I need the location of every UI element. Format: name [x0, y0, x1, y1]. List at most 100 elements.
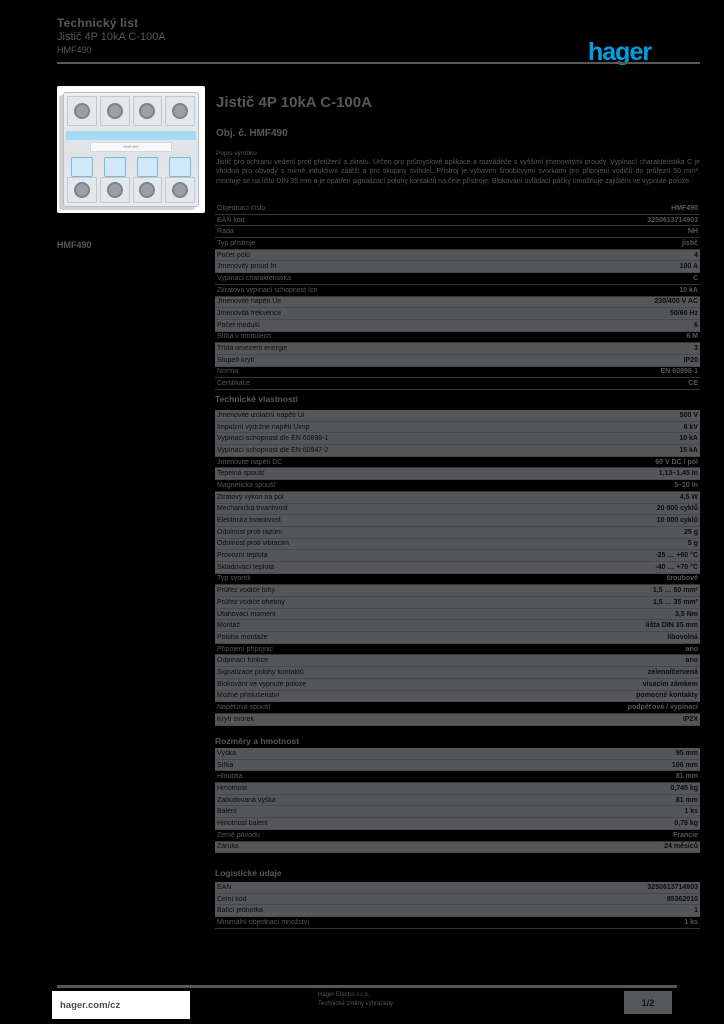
spec-value: jistič: [682, 239, 698, 247]
mcb-toggle-lever: [71, 157, 93, 177]
footer-company: Hager Electro s.r.o.: [318, 992, 370, 998]
spec-row: Elektrická trvanlivost 10 000 cyklů: [215, 515, 700, 527]
spec-label: Připojení přípojnic: [217, 645, 274, 653]
header-line1: Technický list: [57, 16, 139, 30]
spec-table-general: Objednací číslo HMF490 EAN kód 325061371490…: [215, 203, 700, 390]
spec-value: podpěťová / vypínací: [627, 704, 698, 712]
spec-label: Průřez vodiče tuhý: [217, 587, 275, 595]
spec-value: 10 kA: [679, 286, 698, 294]
spec-value: lišta DIN 35 mm: [645, 622, 698, 630]
spec-value: 3250613714903: [647, 883, 698, 891]
spec-label: Impulzní výdržné napětí Uimp: [217, 423, 310, 431]
mcb-label-strip: HMF490: [90, 142, 172, 152]
footer-website-link[interactable]: hager.com/cz: [60, 999, 121, 1011]
spec-row: Hmotnost 0,745 kg: [215, 783, 700, 795]
spec-row: Mechanická trvanlivost 20 000 cyklů: [215, 503, 700, 516]
spec-row: Zkratová vypínací schopnost Icn 10 kA: [215, 285, 700, 297]
spec-row: Provozní teplota -25 … +60 °C: [215, 550, 700, 562]
spec-value: 100 A: [679, 263, 698, 271]
spec-label: Napěťová spoušť: [217, 704, 271, 712]
product-image: HMF490: [57, 86, 205, 213]
spec-value: 50/60 Hz: [669, 310, 698, 318]
spec-label: Typ přístroje: [217, 239, 256, 247]
spec-value: 1: [694, 907, 698, 915]
spec-row: Minimální objednací množství 1 ks: [215, 917, 700, 929]
terminal-screw-icon: [67, 96, 97, 126]
spec-label: Celní kód: [217, 895, 247, 903]
spec-row: Průřez vodiče tuhý 1,5 … 50 mm²: [215, 585, 700, 597]
spec-row: EAN 3250613714903: [215, 882, 700, 894]
spec-value: šroubové: [666, 575, 698, 583]
spec-label: EAN kód: [217, 216, 245, 224]
mcb-top-terminals: [67, 96, 195, 126]
spec-row: Signalizace polohy kontaktů zeleno/červen…: [215, 667, 700, 679]
spec-label: Jmenovitá frekvence: [217, 310, 282, 318]
terminal-screw-icon: [132, 96, 163, 126]
spec-value: 1,13–1,45 In: [658, 470, 698, 478]
description-label: Popis výrobku: [216, 150, 257, 157]
spec-row: Možné příslušenství pomocné kontakty: [215, 690, 700, 703]
spec-row: Řada NH: [215, 226, 700, 239]
spec-label: Šířka v modulech: [217, 333, 272, 341]
spec-value: IP20: [683, 356, 698, 364]
spec-value: 3250613714903: [647, 216, 698, 224]
spec-value: NH: [687, 228, 698, 236]
spec-value: -40 … +70 °C: [655, 563, 698, 571]
spec-row: Vypínací charakteristika C: [215, 273, 700, 285]
spec-value: 24 měsíců: [664, 843, 698, 851]
footer-website-box[interactable]: hager.com/cz: [52, 991, 190, 1019]
spec-row: Norma EN 60898-1: [215, 367, 700, 379]
spec-value: 81 mm: [675, 796, 698, 804]
terminal-screw-icon: [99, 177, 130, 203]
spec-value: libovolná: [667, 633, 698, 641]
spec-label: Montáž: [217, 622, 240, 630]
spec-label: Jmenovitý proud In: [217, 263, 277, 271]
spec-row: Celní kód 85362010: [215, 893, 700, 906]
spec-row: Skladovací teplota -40 … +70 °C: [215, 561, 700, 574]
spec-label: Norma: [217, 368, 239, 376]
spec-row: EAN kód 3250613714903: [215, 215, 700, 227]
spec-label: Odolnost proti vibracím: [217, 540, 289, 548]
spec-label: Počet modulů: [217, 321, 260, 329]
spec-row: Objednací číslo HMF490: [215, 203, 700, 215]
spec-label: Odolnost proti rázům: [217, 528, 282, 536]
spec-value: -25 … +60 °C: [655, 552, 698, 560]
spec-row: Jmenovité napětí Ue 230/400 V AC: [215, 296, 700, 309]
mcb-illustration: HMF490: [63, 92, 199, 207]
spec-row: Jmenovité izolační napětí Ui 500 V: [215, 410, 700, 422]
spec-value: 20 000 cyklů: [656, 505, 698, 513]
spec-row: Magnetická spoušť 5–10 In: [215, 480, 700, 492]
spec-label: Odpínací funkce: [217, 657, 268, 665]
spec-label: Třída omezení energie: [217, 345, 288, 353]
spec-row: Odolnost proti rázům 25 g: [215, 526, 700, 539]
spec-label: Typ svorek: [217, 575, 251, 583]
spec-label: Poloha montáže: [217, 633, 268, 641]
spec-value: ano: [685, 645, 698, 653]
spec-value: 230/400 V AC: [654, 298, 698, 306]
spec-label: Zkratová vypínací schopnost Icn: [217, 286, 318, 294]
spec-row: Výška 95 mm: [215, 748, 700, 760]
spec-row: Krytí svorek IP2X: [215, 713, 700, 726]
spec-label: Vypínací charakteristika: [217, 274, 292, 282]
spec-label: Mechanická trvanlivost: [217, 505, 288, 513]
spec-value: 1,5 … 50 mm²: [652, 587, 698, 595]
spec-value: Francie: [673, 831, 698, 839]
spec-row: Počet modulů 6: [215, 319, 700, 332]
spec-value: 3,5 Nm: [675, 610, 698, 618]
spec-row: Typ přístroje jistič: [215, 238, 700, 250]
spec-row: Zabudovaná výška 81 mm: [215, 794, 700, 807]
spec-row: Certifikace CE: [215, 378, 700, 390]
spec-value: 500 V: [679, 411, 698, 419]
spec-value: 15 kA: [679, 446, 698, 454]
spec-row: Země původu Francie: [215, 830, 700, 842]
spec-label: EAN: [217, 883, 232, 891]
spec-value: 10 000 cyklů: [656, 517, 698, 525]
spec-value: 6 M: [686, 333, 698, 341]
spec-row: Odolnost proti vibracím 5 g: [215, 538, 700, 551]
spec-row: Vypínací schopnost dle EN 60898-1 10 kA: [215, 433, 700, 446]
spec-value: 60 V DC / pól: [655, 458, 698, 466]
spec-label: Utahovací moment: [217, 610, 276, 618]
spec-value: C: [692, 274, 698, 282]
spec-table-technical: Jmenovité izolační napětí Ui 500 V Impulzn…: [215, 410, 700, 726]
